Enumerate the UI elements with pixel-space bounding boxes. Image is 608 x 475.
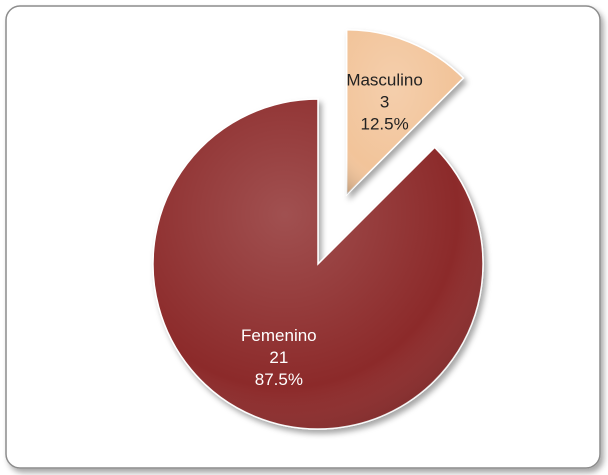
data-label: 12.5% (360, 115, 408, 134)
data-label: Masculino (346, 71, 423, 90)
pie: Masculino 3 12.5% Femenino 21 87.5% (152, 28, 484, 430)
slice-gloss (152, 99, 483, 430)
data-label: Femenino (241, 326, 317, 345)
data-label: 3 (380, 93, 389, 112)
data-label: 21 (269, 348, 288, 367)
slice-gloss (346, 29, 464, 195)
data-label: 87.5% (255, 370, 303, 389)
